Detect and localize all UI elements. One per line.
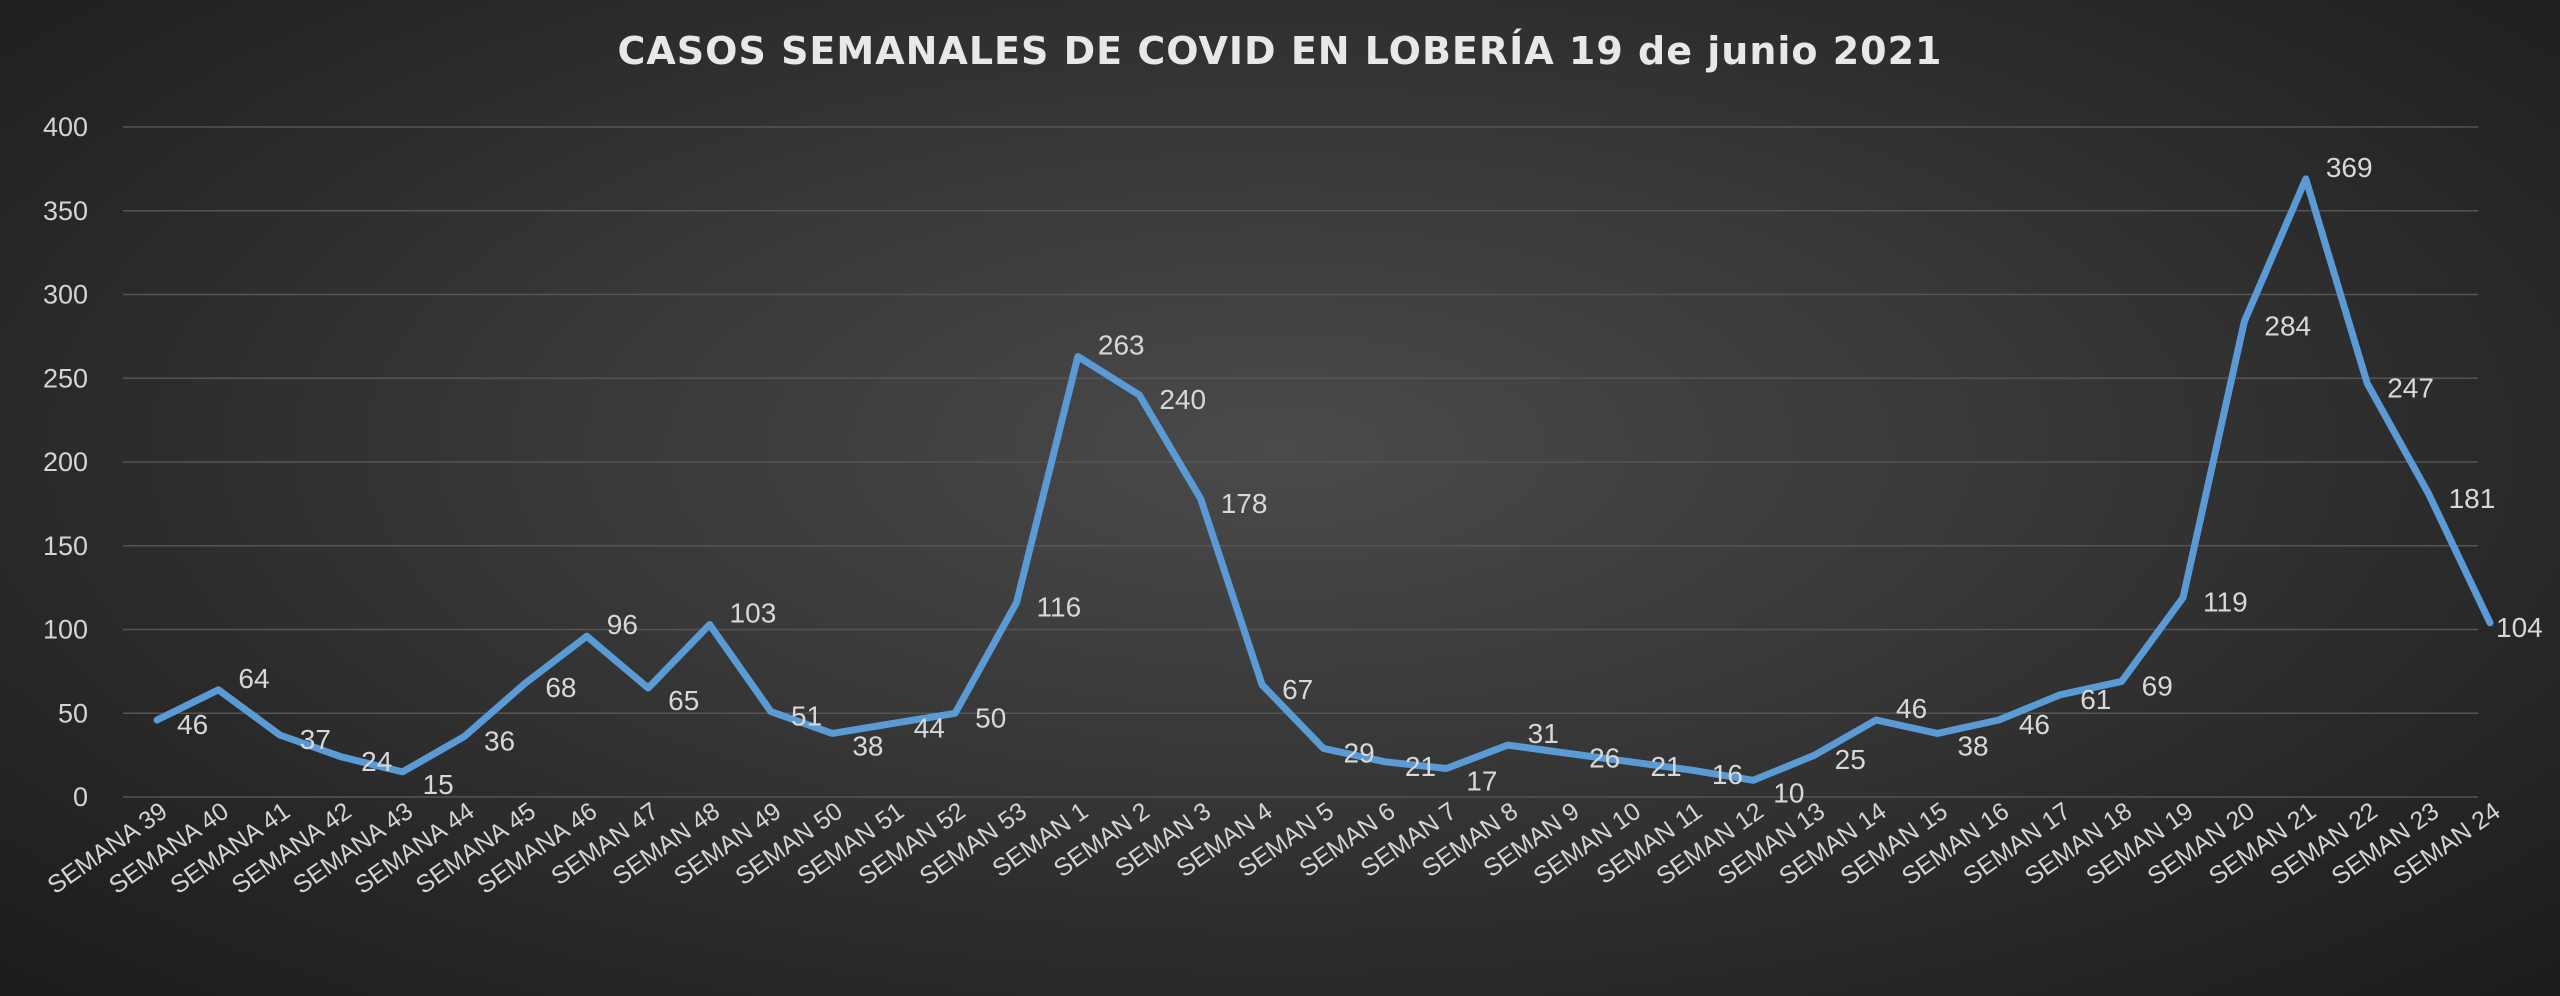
y-tick-label: 400: [43, 112, 88, 142]
data-label: 46: [1896, 693, 1927, 724]
data-label: 44: [914, 712, 945, 743]
data-point: [1626, 758, 1634, 766]
data-point: [706, 620, 714, 628]
data-point: [1381, 758, 1389, 766]
data-label: 36: [484, 726, 515, 757]
data-label: 178: [1221, 488, 1268, 519]
data-label: 116: [1037, 592, 1082, 623]
data-point: [460, 733, 468, 741]
y-tick-label: 0: [73, 782, 88, 812]
data-point: [583, 632, 591, 640]
data-label: 263: [1098, 329, 1145, 360]
data-label: 181: [2449, 483, 2496, 514]
chart-title: CASOS SEMANALES DE COVID EN LOBERÍA 19 d…: [618, 29, 1943, 73]
data-point: [1258, 681, 1266, 689]
data-label: 369: [2326, 152, 2373, 183]
data-point: [1442, 765, 1450, 773]
data-label: 61: [2080, 684, 2111, 715]
data-point: [1320, 744, 1328, 752]
y-tick-label: 150: [43, 531, 88, 561]
data-point: [2486, 619, 2494, 627]
data-point: [2118, 677, 2126, 685]
data-point: [1749, 776, 1757, 784]
data-label: 37: [300, 724, 331, 755]
data-point: [2240, 317, 2248, 325]
data-label: 29: [1344, 737, 1375, 768]
data-labels: 46 64 37 24 15 36 68 96 65 103 51 38 44 50 116 263 240 17…: [177, 152, 2543, 808]
data-point: [1811, 751, 1819, 759]
data-point: [2302, 175, 2310, 183]
data-label: 38: [852, 730, 883, 761]
data-label: 46: [2019, 709, 2050, 740]
data-label: 68: [545, 672, 576, 703]
data-point: [276, 731, 284, 739]
data-point: [1933, 729, 1941, 737]
data-point: [521, 679, 529, 687]
data-point: [1872, 716, 1880, 724]
data-label: 38: [1957, 730, 1988, 761]
data-label: 10: [1773, 777, 1804, 808]
data-point: [1688, 766, 1696, 774]
y-tick-label: 250: [43, 363, 88, 393]
series-line: [153, 175, 2494, 784]
data-point: [2363, 379, 2371, 387]
data-label: 65: [668, 685, 699, 716]
data-point: [1135, 391, 1143, 399]
data-point: [399, 768, 407, 776]
y-tick-label: 200: [43, 447, 88, 477]
data-label: 67: [1282, 674, 1313, 705]
data-point: [1504, 741, 1512, 749]
y-tick-label: 300: [43, 280, 88, 310]
series-line-layer: [153, 175, 2494, 784]
data-point: [214, 686, 222, 694]
data-point: [951, 709, 959, 717]
data-label: 284: [2264, 310, 2311, 341]
data-label: 25: [1835, 744, 1866, 775]
gridlines: [123, 126, 2478, 798]
data-label: 103: [730, 597, 777, 628]
data-label: 104: [2496, 612, 2543, 643]
y-tick-label: 100: [43, 615, 88, 645]
data-point: [828, 729, 836, 737]
data-point: [767, 708, 775, 716]
data-point: [644, 684, 652, 692]
data-label: 51: [791, 701, 822, 732]
y-axis-ticks: 0 50 100 150 200 250 300 350 400: [43, 112, 88, 812]
data-point: [153, 716, 161, 724]
data-label: 16: [1712, 759, 1743, 790]
data-label: 46: [177, 709, 208, 740]
data-label: 24: [361, 746, 392, 777]
data-point: [890, 719, 898, 727]
data-point: [2056, 691, 2064, 699]
data-point: [1197, 495, 1205, 503]
data-point: [1074, 352, 1082, 360]
y-tick-label: 50: [58, 698, 88, 728]
data-label: 64: [238, 663, 269, 694]
data-point: [1995, 716, 2003, 724]
y-tick-label: 350: [43, 196, 88, 226]
data-label: 15: [423, 769, 454, 800]
data-label: 119: [2203, 587, 2248, 618]
data-label: 31: [1528, 718, 1559, 749]
data-label: 96: [607, 609, 638, 640]
data-point: [337, 753, 345, 761]
data-label: 26: [1589, 742, 1620, 773]
data-label: 50: [975, 702, 1006, 733]
data-label: 247: [2387, 372, 2434, 403]
data-label: 69: [2142, 670, 2173, 701]
data-point: [2179, 594, 2187, 602]
data-point: [1565, 749, 1573, 757]
data-label: 21: [1405, 751, 1436, 782]
data-label: 17: [1466, 766, 1497, 797]
data-label: 240: [1159, 384, 1206, 415]
data-label: 21: [1650, 751, 1681, 782]
data-point: [2425, 490, 2433, 498]
data-point: [1013, 599, 1021, 607]
